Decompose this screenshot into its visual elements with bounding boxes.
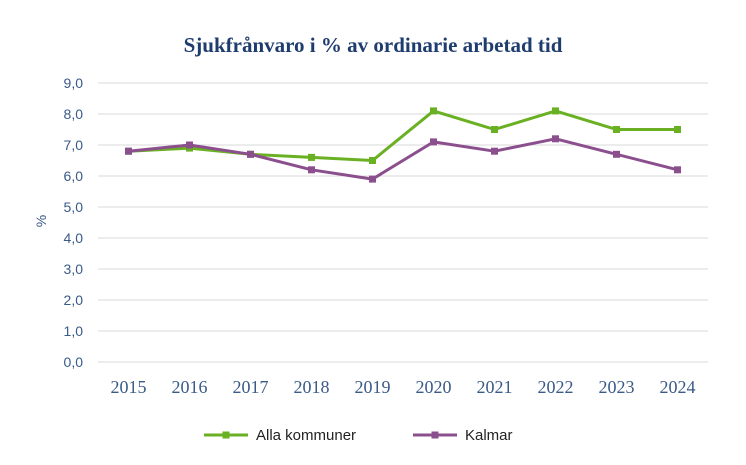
y-tick-label: 2,0 — [64, 292, 84, 308]
y-axis-ticks: 0,0 1,0 2,0 3,0 4,0 5,0 6,0 7,0 8,0 9,0 — [64, 75, 84, 370]
y-tick-label: 6,0 — [64, 168, 84, 184]
y-tick-label: 1,0 — [64, 323, 84, 339]
y-tick-label: 9,0 — [64, 75, 84, 91]
legend-item: Alla kommuner — [204, 427, 356, 444]
legend: Alla kommuner Kalmar — [204, 427, 513, 444]
x-tick-label: 2019 — [355, 377, 391, 397]
data-point — [430, 138, 437, 146]
data-point — [552, 107, 559, 115]
data-point — [125, 147, 132, 155]
legend-marker — [431, 431, 439, 439]
data-point — [613, 126, 620, 133]
x-tick-label: 2021 — [477, 377, 513, 397]
data-point — [369, 157, 376, 164]
x-tick-label: 2015 — [111, 377, 147, 397]
legend-marker — [222, 431, 230, 439]
x-tick-label: 2017 — [233, 377, 269, 397]
y-tick-label: 5,0 — [64, 199, 84, 215]
y-axis-label: % — [33, 215, 49, 227]
x-tick-label: 2022 — [538, 377, 574, 397]
y-tick-label: 7,0 — [64, 137, 84, 153]
data-point — [491, 147, 498, 155]
x-tick-label: 2024 — [660, 377, 696, 397]
chart-title: Sjukfrånvaro i % av ordinarie arbetad ti… — [184, 33, 563, 57]
series-line — [128, 109, 678, 162]
data-point — [369, 175, 376, 183]
data-point — [308, 166, 315, 174]
data-point — [674, 166, 681, 174]
data-point — [552, 135, 559, 143]
data-point — [613, 150, 620, 158]
data-point — [186, 141, 193, 149]
x-tick-label: 2020 — [416, 377, 452, 397]
y-tick-label: 8,0 — [64, 106, 84, 122]
x-tick-label: 2016 — [172, 377, 208, 397]
data-point — [674, 126, 681, 133]
legend-label: Kalmar — [465, 427, 513, 444]
x-tick-label: 2018 — [294, 377, 330, 397]
x-axis-ticks: 2015 2016 2017 2018 2019 2020 2021 2022 2023 2024 — [111, 377, 696, 397]
data-point — [430, 107, 437, 115]
y-tick-label: 4,0 — [64, 230, 84, 246]
legend-label: Alla kommuner — [256, 427, 356, 444]
y-tick-label: 0,0 — [64, 354, 84, 370]
grid-lines — [98, 82, 708, 363]
series-alla-kommuner — [125, 107, 681, 164]
series-kalmar — [125, 135, 681, 183]
series-line — [128, 137, 678, 181]
data-point — [308, 153, 315, 161]
series-group — [125, 107, 681, 183]
data-point — [247, 150, 254, 158]
x-tick-label: 2023 — [599, 377, 635, 397]
data-point — [491, 126, 498, 133]
legend-item: Kalmar — [413, 427, 513, 444]
y-tick-label: 3,0 — [64, 261, 84, 277]
